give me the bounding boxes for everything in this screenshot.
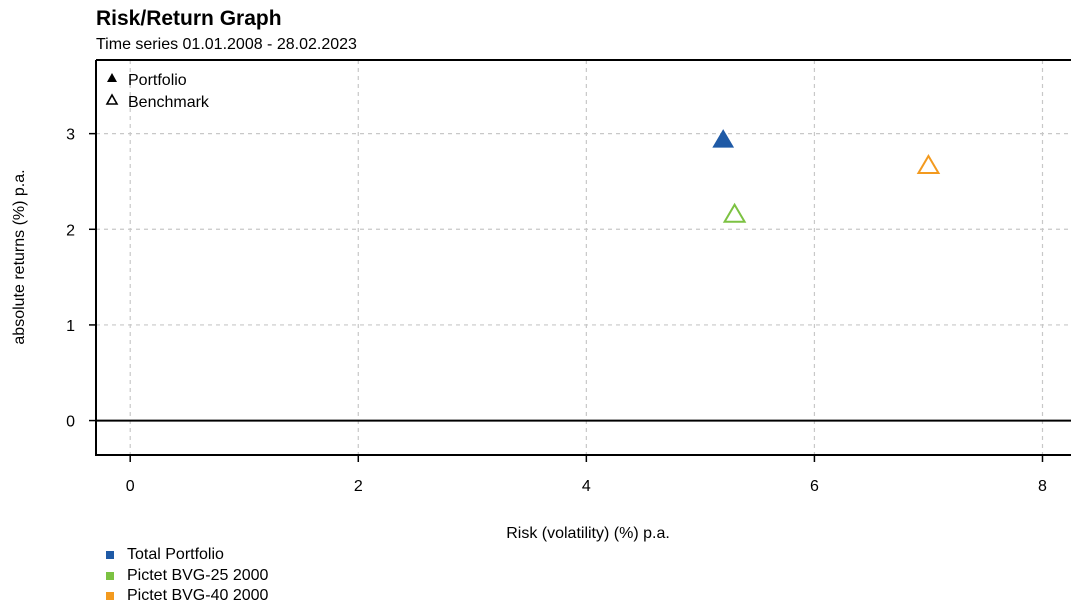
- legend-benchmark-label: Benchmark: [128, 94, 210, 111]
- legend-item-label: Total Portfolio: [127, 546, 224, 563]
- legend-portfolio-label: Portfolio: [128, 72, 187, 89]
- x-tick-label: 6: [810, 478, 819, 495]
- x-tick-label: 8: [1038, 478, 1047, 495]
- shape-legend: Portfolio Benchmark: [105, 72, 210, 111]
- x-tick-label: 4: [582, 478, 591, 495]
- data-point-triangle: [722, 202, 747, 223]
- y-tick-label: 0: [66, 414, 75, 431]
- legend-swatch: [106, 592, 114, 601]
- plot-frame: [95, 59, 1071, 456]
- y-tick-label: 3: [66, 127, 75, 144]
- legend-swatch: [106, 571, 114, 580]
- x-tick-label: 2: [354, 478, 363, 495]
- legend-item: Pictet BVG-25 2000: [106, 566, 268, 587]
- data-point-triangle: [916, 153, 941, 174]
- chart-subtitle: Time series 01.01.2008 - 28.02.2023: [96, 36, 357, 53]
- legend-portfolio-marker: [107, 73, 117, 82]
- y-axis-label: absolute returns (%) p.a.: [11, 169, 28, 344]
- y-tick-label: 1: [66, 318, 75, 335]
- series-legend: Total Portfolio Pictet BVG-25 2000 Picte…: [106, 545, 268, 607]
- data-point-triangle: [712, 129, 735, 148]
- chart-title: Risk/Return Graph: [96, 7, 282, 30]
- legend-swatch: [106, 551, 114, 560]
- legend-item-label: Pictet BVG-40 2000: [127, 587, 269, 604]
- legend-item: Pictet BVG-40 2000: [106, 586, 268, 607]
- legend-benchmark-marker: [105, 93, 119, 105]
- x-tick-label: 0: [126, 478, 135, 495]
- y-tick-label: 2: [66, 222, 75, 239]
- x-axis-label: Risk (volatility) (%) p.a.: [506, 525, 670, 542]
- legend-item-label: Pictet BVG-25 2000: [127, 566, 269, 584]
- legend-item: Total Portfolio: [106, 545, 268, 566]
